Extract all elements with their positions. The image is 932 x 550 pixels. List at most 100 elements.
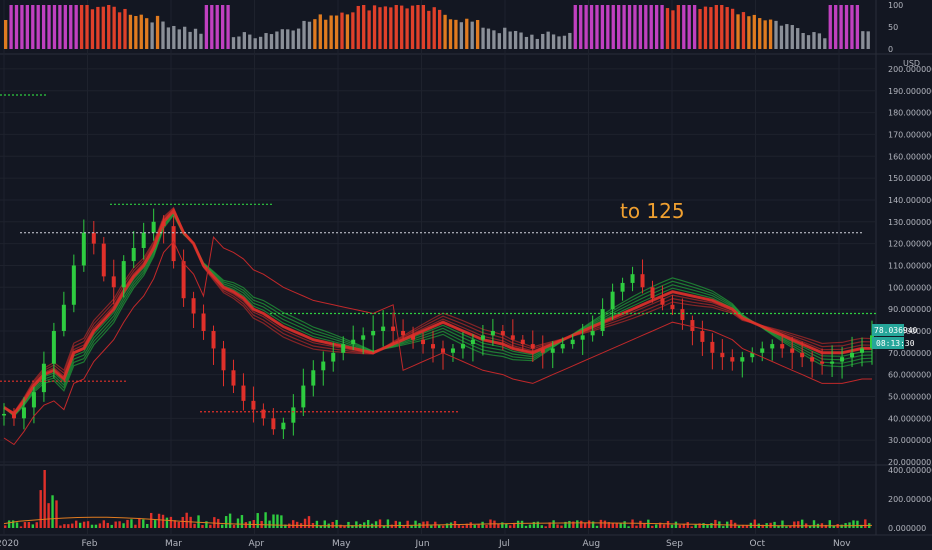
oscillator-bar bbox=[465, 18, 469, 49]
volume-bar bbox=[185, 512, 188, 528]
volume-bar bbox=[789, 525, 792, 528]
oscillator-bar bbox=[25, 5, 29, 49]
volume-bar bbox=[43, 470, 46, 528]
volume-bar bbox=[698, 523, 701, 528]
oscillator-bar bbox=[541, 33, 545, 49]
volume-bar bbox=[737, 525, 741, 528]
volume-bar bbox=[82, 521, 86, 528]
oscillator-bar bbox=[405, 8, 409, 49]
osc-tick-label: 50 bbox=[888, 23, 898, 32]
oscillator-bar bbox=[378, 7, 382, 49]
volume-bar bbox=[722, 526, 725, 528]
volume-bar bbox=[27, 521, 31, 528]
oscillator-bar bbox=[242, 32, 246, 49]
price-tick-label: 160.000000 bbox=[888, 152, 932, 161]
oscillator-bar bbox=[443, 14, 447, 50]
volume-bar bbox=[540, 525, 543, 528]
candle-body bbox=[2, 413, 6, 416]
oscillator-bar bbox=[573, 5, 577, 49]
volume-bar bbox=[536, 521, 540, 528]
volume-bar bbox=[580, 520, 583, 528]
volume-bar bbox=[169, 516, 173, 528]
volume-bar bbox=[126, 519, 129, 528]
oscillator-bar bbox=[14, 5, 19, 49]
candle-body bbox=[810, 357, 815, 362]
volume-bar bbox=[430, 525, 433, 528]
oscillator-bar bbox=[796, 28, 800, 49]
oscillator-bar bbox=[649, 5, 653, 49]
oscillator-bar bbox=[432, 7, 436, 49]
candle-body bbox=[620, 282, 625, 292]
volume-bar bbox=[347, 521, 350, 528]
oscillator-bar bbox=[454, 19, 458, 49]
volume-bar bbox=[532, 521, 536, 528]
oscillator-bar bbox=[210, 5, 214, 49]
volume-bar bbox=[828, 520, 831, 528]
volume-bar bbox=[280, 515, 283, 528]
volume-bar bbox=[402, 525, 405, 528]
volume-tick-label: 0.000000 bbox=[888, 524, 926, 533]
oscillator-bar bbox=[682, 5, 686, 49]
oscillator-bar bbox=[817, 33, 822, 49]
oscillator-bar bbox=[117, 12, 122, 49]
oscillator-bar bbox=[221, 5, 225, 49]
volume-bar bbox=[552, 520, 555, 528]
oscillator-bar bbox=[736, 14, 740, 49]
volume-bar bbox=[394, 520, 397, 528]
oscillator-bar bbox=[617, 5, 621, 49]
oscillator-bar bbox=[58, 5, 62, 49]
price-axis: 200.000000 190.000000 180.000000 170.000000… bbox=[888, 1, 932, 533]
oscillator-bar bbox=[470, 21, 474, 49]
oscillator-bar bbox=[747, 16, 751, 49]
volume-bar bbox=[264, 512, 267, 528]
oscillator-bar bbox=[687, 5, 691, 49]
volume-bar bbox=[11, 520, 15, 528]
volume-bar bbox=[161, 514, 165, 528]
price-tick-label: 200.000000 bbox=[888, 65, 932, 74]
ma-ribbon-line bbox=[3, 207, 873, 414]
month-label: Sep bbox=[666, 539, 683, 549]
volume-bar bbox=[852, 520, 855, 528]
candle-body bbox=[111, 276, 116, 288]
candle-body bbox=[81, 232, 86, 266]
oscillator-bar bbox=[730, 8, 735, 49]
oscillator-bar bbox=[275, 31, 279, 49]
oscillator-bar bbox=[36, 5, 40, 49]
oscillator-bar bbox=[758, 18, 762, 49]
volume-bar bbox=[655, 524, 658, 528]
volume-bar bbox=[142, 519, 145, 528]
volume-bar bbox=[568, 520, 571, 528]
oscillator-bar bbox=[52, 5, 57, 49]
volume-bar bbox=[619, 523, 622, 528]
volume-bar bbox=[331, 521, 334, 528]
oscillator-bar bbox=[286, 29, 290, 49]
volume-bar bbox=[583, 522, 587, 528]
volume-bar bbox=[773, 521, 776, 528]
volume-bar bbox=[118, 521, 121, 528]
volume-bar bbox=[556, 524, 559, 528]
ma-ribbon-line bbox=[3, 212, 873, 417]
oscillator-bar bbox=[47, 5, 51, 49]
oscillator-bar bbox=[307, 21, 312, 49]
price-tick-label: 100.000000 bbox=[888, 283, 932, 292]
ma-ribbon-line bbox=[3, 213, 873, 418]
oscillator-bar bbox=[367, 10, 371, 49]
volume-bar bbox=[714, 519, 717, 528]
volume-bar bbox=[390, 524, 394, 528]
volume-bar bbox=[122, 523, 125, 528]
month-label: Aug bbox=[583, 539, 601, 549]
candle-body bbox=[401, 330, 406, 336]
volume-bar bbox=[793, 521, 796, 528]
candle-body bbox=[151, 221, 156, 233]
oscillator-bar bbox=[139, 14, 143, 49]
oscillator-bar bbox=[535, 38, 539, 49]
candle-body bbox=[470, 339, 475, 345]
candle-body bbox=[660, 298, 665, 305]
volume-bar bbox=[674, 521, 678, 528]
oscillator-bar bbox=[481, 27, 485, 49]
volume-bar bbox=[840, 524, 843, 528]
volume-bar bbox=[75, 520, 78, 528]
oscillator-bar bbox=[90, 9, 95, 50]
volume-bar bbox=[635, 525, 638, 528]
